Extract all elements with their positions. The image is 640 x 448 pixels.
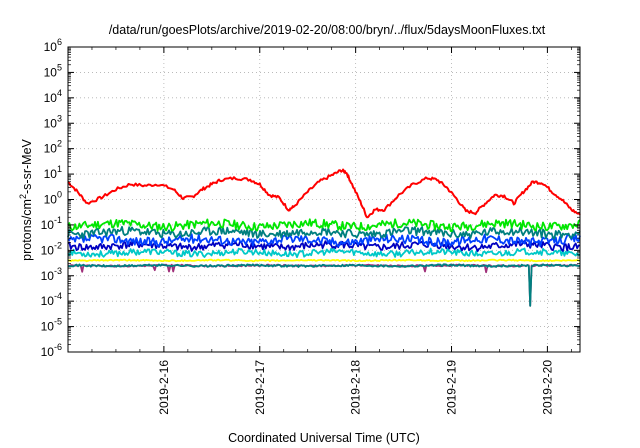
- y-tick-base: 10: [41, 345, 55, 359]
- y-tick-label: 103: [44, 113, 62, 130]
- x-tick-label: 2019-2-17: [253, 360, 267, 415]
- y-tick-base: 10: [41, 269, 55, 283]
- y-tick-base: 10: [41, 218, 55, 232]
- y-tick-exp: 0: [57, 190, 62, 200]
- y-tick-exp: -2: [54, 240, 62, 250]
- x-tick-label: 2019-2-20: [540, 360, 554, 415]
- y-tick-exp: -1: [54, 215, 62, 225]
- y-axis: 10610510410310210110010-110-210-310-410-…: [41, 37, 580, 359]
- y-tick-label: 10-5: [41, 317, 62, 334]
- y-tick-label: 10-1: [41, 215, 62, 232]
- y-tick-label: 102: [44, 139, 62, 156]
- y-tick-exp: -3: [54, 266, 62, 276]
- y-tick-base: 10: [44, 91, 58, 105]
- y-tick-label: 100: [44, 190, 62, 207]
- series-line: [67, 218, 581, 232]
- y-axis-label: protons/cm2-s-sr-MeV: [18, 138, 34, 260]
- y-tick-base: 10: [44, 167, 58, 181]
- series-line: [67, 247, 581, 258]
- y-tick-base: 10: [44, 193, 58, 207]
- y-tick-base: 10: [44, 116, 58, 130]
- y-tick-exp: -4: [54, 291, 62, 301]
- y-tick-exp: 2: [57, 139, 62, 149]
- y-tick-exp: 4: [57, 88, 62, 98]
- y-tick-exp: -6: [54, 342, 62, 352]
- y-tick-base: 10: [44, 142, 58, 156]
- y-tick-exp: 6: [57, 37, 62, 47]
- y-tick-base: 10: [41, 243, 55, 257]
- y-tick-exp: 3: [57, 113, 62, 123]
- y-tick-label: 105: [44, 62, 62, 79]
- y-tick-exp: 1: [57, 164, 62, 174]
- x-axis-label: Coordinated Universal Time (UTC): [228, 431, 420, 445]
- y-tick-label: 10-6: [41, 342, 62, 359]
- y-tick-label: 10-3: [41, 266, 62, 283]
- y-tick-base: 10: [41, 294, 55, 308]
- y-label-pre: protons/cm: [20, 199, 34, 261]
- y-tick-label: 104: [44, 88, 62, 105]
- series-layer: [67, 168, 581, 307]
- series-line: [67, 239, 581, 252]
- y-tick-exp: -5: [54, 317, 62, 327]
- chart-title: /data/run/goesPlots/archive/2019-02-20/0…: [109, 23, 546, 37]
- y-tick-base: 10: [41, 320, 55, 334]
- y-tick-label: 10-2: [41, 240, 62, 257]
- y-tick-exp: 5: [57, 62, 62, 72]
- y-label-post: -s-sr-MeV: [20, 138, 34, 194]
- x-tick-label: 2019-2-16: [157, 360, 171, 415]
- y-tick-label: 101: [44, 164, 62, 181]
- y-tick-label: 10-4: [41, 291, 62, 308]
- x-tick-label: 2019-2-19: [445, 360, 459, 415]
- series-line: [68, 263, 581, 307]
- y-tick-base: 10: [44, 65, 58, 79]
- x-tick-label: 2019-2-18: [349, 360, 363, 415]
- y-label-sup: 2: [18, 194, 28, 199]
- series-line: [67, 258, 581, 263]
- y-tick-base: 10: [44, 40, 58, 54]
- series-line: [67, 233, 581, 248]
- y-tick-label: 106: [44, 37, 62, 54]
- series-line: [67, 225, 581, 240]
- series-line: [67, 263, 580, 307]
- series-line: [67, 168, 581, 219]
- x-axis: 2019-2-16 2019-2-17 2019-2-18 2019-2-19 2019…: [91, 47, 572, 415]
- grid-lines: [68, 47, 580, 352]
